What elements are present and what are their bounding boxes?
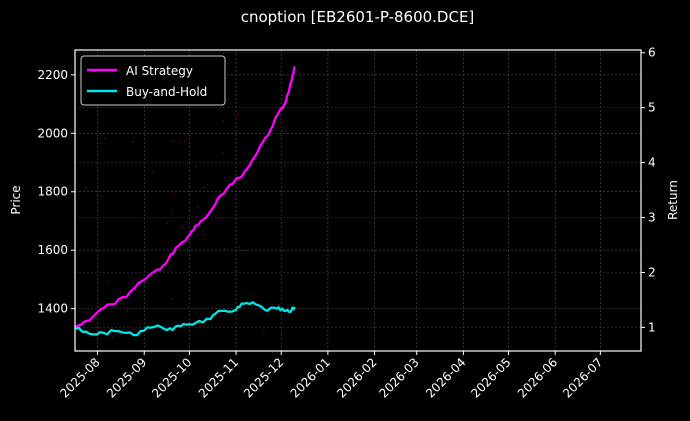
x-tick-label: 2026-05 [468,355,513,400]
y-tick-label: 2000 [37,126,68,140]
plot-frame [74,49,642,352]
legend-box [80,55,226,106]
y2-tick-label: 1 [648,320,656,334]
price-scatter [84,92,287,339]
series-lines [74,66,296,337]
x-tick-label: 2025-08 [57,355,102,400]
y-axis-left: 1400 1600 1800 2000 2200 [37,68,75,316]
legend-label-buy-and-hold: Buy-and-Hold [126,85,207,99]
y2-tick-label: 3 [648,211,656,225]
chart-title: cnoption [EB2601-P-8600.DCE] [240,8,475,26]
y2-tick-label: 4 [648,156,656,170]
y-tick-label: 2200 [37,68,68,82]
y2-tick-label: 6 [648,46,656,60]
y2-tick-label: 5 [648,101,656,115]
x-tick-label: 2026-04 [423,355,468,400]
x-tick-label: 2025-10 [149,355,194,400]
y-tick-label: 1600 [37,243,68,257]
series-line-buy-and-hold [74,301,296,337]
x-tick-label: 2026-03 [376,355,421,400]
y2-axis-label: Return [666,180,680,220]
x-tick-label: 2026-01 [288,355,333,400]
y-axis-label: Price [9,185,23,214]
series-line-ai-strategy [74,66,296,329]
legend-label-ai-strategy: AI Strategy [126,64,193,78]
x-tick-label: 2026-06 [515,355,560,400]
x-tick-label: 2026-02 [334,355,379,400]
y-tick-label: 1400 [37,302,68,316]
x-tick-label: 2026-07 [560,355,605,400]
x-tick-label: 2025-09 [104,355,149,400]
x-axis: 2025-08 2025-09 2025-10 2025-11 2025-12 2026-… [57,351,605,401]
x-tick-label: 2025-12 [241,355,286,400]
legend: AI Strategy Buy-and-Hold [80,55,226,106]
y-tick-label: 1800 [37,185,68,199]
y-axis-right: 1 2 3 4 5 6 [641,46,656,334]
x-tick-label: 2025-11 [196,355,241,400]
y2-tick-label: 2 [648,265,656,279]
